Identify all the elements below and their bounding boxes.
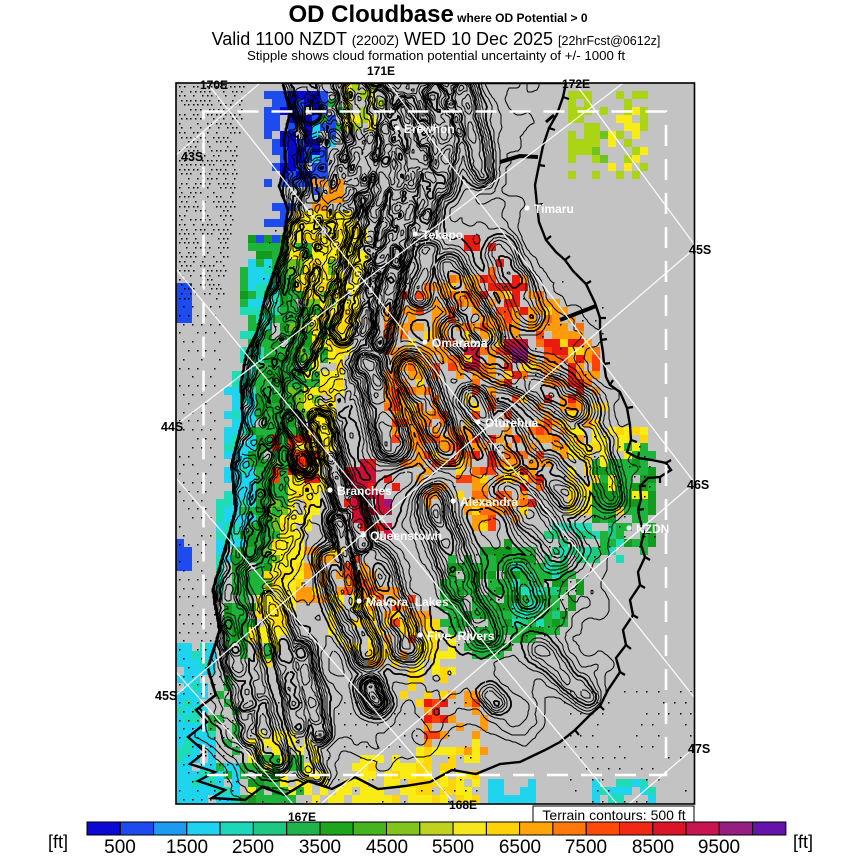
svg-text:Alexandra: Alexandra (460, 495, 518, 509)
svg-text:Omarama: Omarama (432, 336, 488, 350)
svg-text:45S: 45S (155, 689, 177, 703)
svg-text:4500: 4500 (366, 837, 408, 858)
svg-text:43S: 43S (181, 150, 203, 164)
svg-text:7500: 7500 (565, 837, 607, 858)
svg-text:Terrain contours: 500 ft: Terrain contours: 500 ft (542, 807, 685, 823)
svg-text:[ft]: [ft] (793, 832, 813, 852)
svg-text:167E: 167E (288, 810, 316, 824)
svg-text:Tekapo: Tekapo (422, 228, 463, 242)
svg-text:Branches: Branches (337, 484, 392, 498)
svg-text:Stipple shows cloud formation: Stipple shows cloud formation potential … (247, 48, 625, 63)
svg-text:Oturehua: Oturehua (485, 416, 539, 430)
svg-text:Valid 1100 NZDT (2200Z) WED 10: Valid 1100 NZDT (2200Z) WED 10 Dec 2025 … (212, 29, 661, 49)
svg-text:170E: 170E (200, 78, 228, 92)
svg-text:172E: 172E (562, 77, 590, 91)
svg-text:500: 500 (104, 837, 136, 858)
svg-text:44S: 44S (161, 420, 183, 434)
svg-text:Mavora_Lakes: Mavora_Lakes (366, 595, 449, 609)
svg-text:[ft]: [ft] (48, 832, 68, 852)
svg-text:46S: 46S (687, 478, 709, 492)
svg-text:Timaru: Timaru (534, 202, 574, 216)
svg-text:Erewhon: Erewhon (404, 122, 455, 136)
svg-text:45S: 45S (689, 243, 711, 257)
svg-text:168E: 168E (449, 798, 477, 812)
svg-text:8500: 8500 (632, 837, 674, 858)
svg-text:Queenstown: Queenstown (370, 529, 442, 543)
svg-text:9500: 9500 (698, 837, 740, 858)
svg-text:171E: 171E (367, 64, 395, 78)
svg-text:6500: 6500 (499, 837, 541, 858)
svg-text:1500: 1500 (166, 837, 208, 858)
svg-text:NZDN: NZDN (636, 522, 669, 536)
svg-text:5500: 5500 (432, 837, 474, 858)
svg-text:47S: 47S (688, 742, 710, 756)
svg-text:2500: 2500 (232, 837, 274, 858)
svg-text:Five_Rivers: Five_Rivers (427, 629, 495, 643)
svg-text:3500: 3500 (299, 837, 341, 858)
